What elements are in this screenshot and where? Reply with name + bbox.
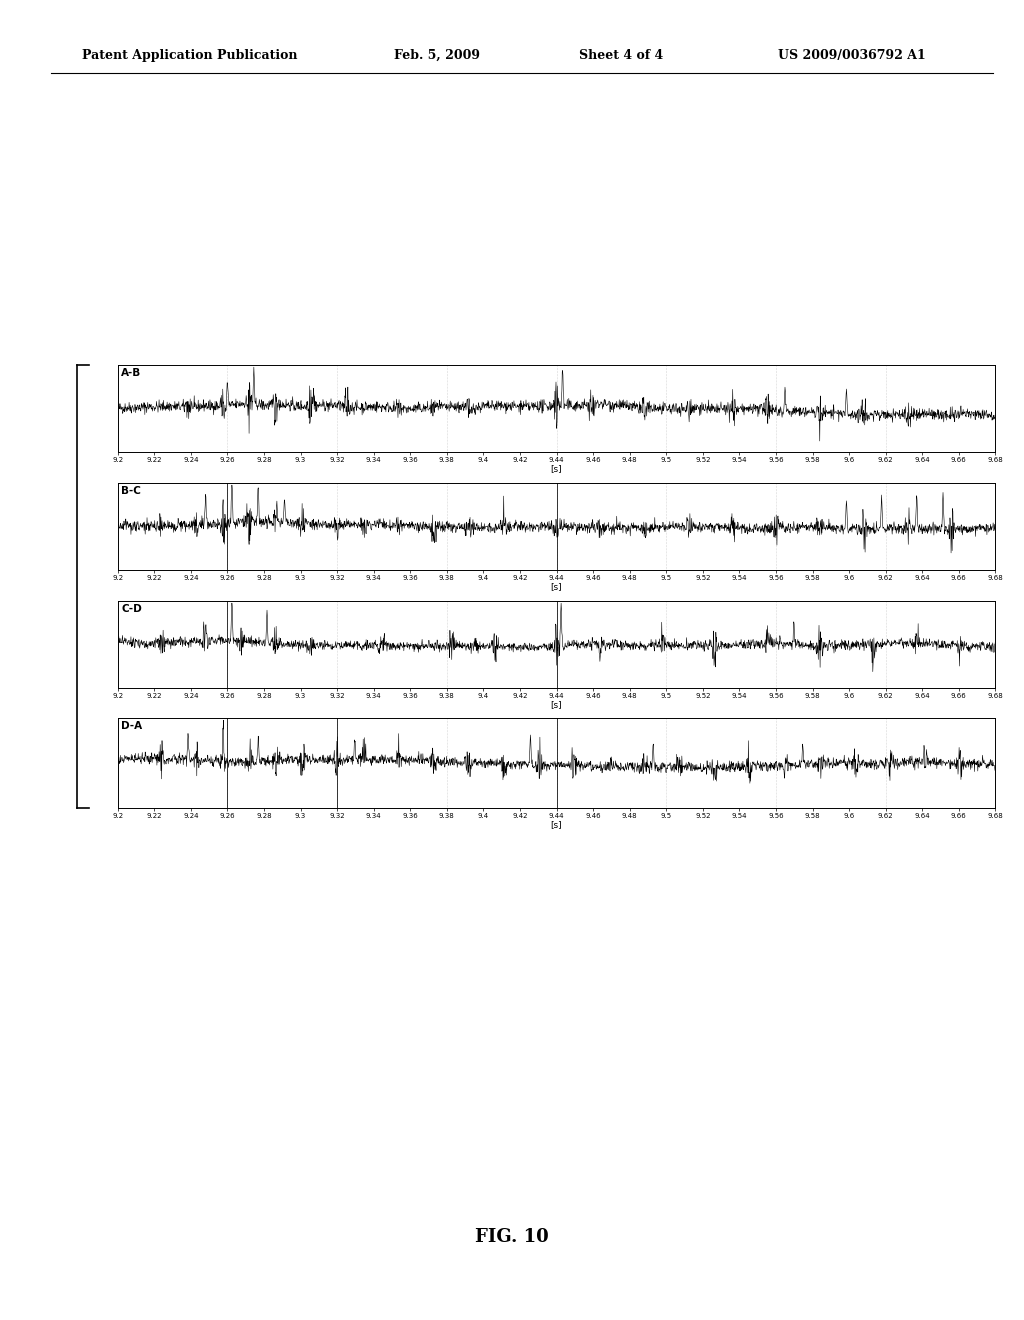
Text: D-A: D-A [121, 721, 142, 731]
X-axis label: [s]: [s] [551, 700, 562, 709]
Text: B-C: B-C [121, 486, 141, 495]
Text: A-B: A-B [121, 367, 141, 378]
Text: Patent Application Publication: Patent Application Publication [82, 49, 297, 62]
X-axis label: [s]: [s] [551, 465, 562, 474]
X-axis label: [s]: [s] [551, 820, 562, 829]
Text: FIG. 10: FIG. 10 [475, 1228, 549, 1246]
Text: US 2009/0036792 A1: US 2009/0036792 A1 [778, 49, 926, 62]
X-axis label: [s]: [s] [551, 582, 562, 591]
Text: Feb. 5, 2009: Feb. 5, 2009 [394, 49, 480, 62]
Text: C-D: C-D [121, 603, 142, 614]
Text: Sheet 4 of 4: Sheet 4 of 4 [579, 49, 663, 62]
